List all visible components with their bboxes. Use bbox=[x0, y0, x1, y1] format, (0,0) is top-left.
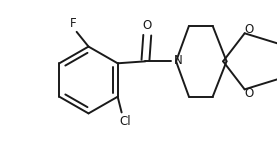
Text: O: O bbox=[244, 23, 253, 36]
Text: O: O bbox=[244, 87, 253, 100]
Text: F: F bbox=[70, 17, 77, 31]
Text: Cl: Cl bbox=[120, 115, 131, 128]
Text: N: N bbox=[174, 54, 182, 67]
Text: O: O bbox=[143, 20, 152, 32]
